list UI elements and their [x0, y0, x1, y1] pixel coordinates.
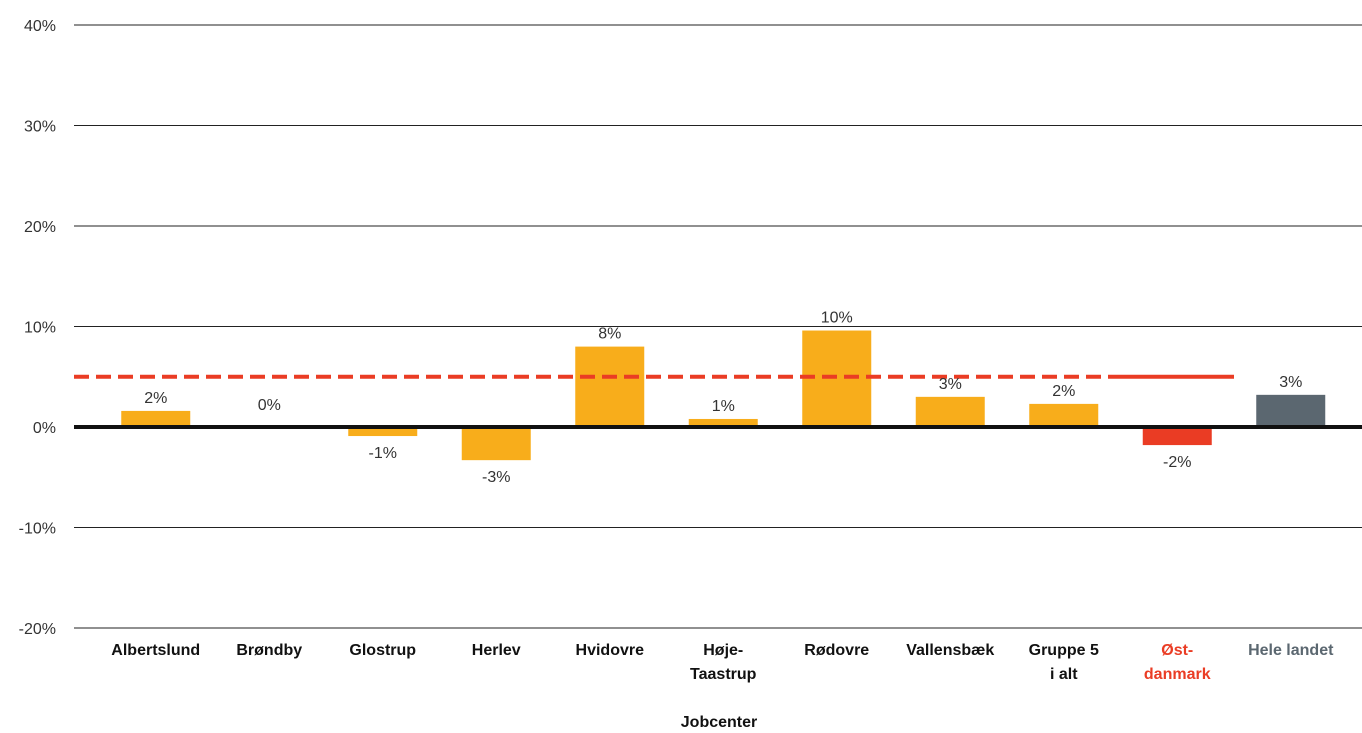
- x-category-label: Rødovre: [804, 642, 869, 659]
- data-label: 10%: [821, 310, 853, 327]
- x-category-label: Vallensbæk: [906, 642, 994, 659]
- x-category-label-line: Vallensbæk: [906, 642, 994, 659]
- x-category-label-line: Hvidovre: [576, 642, 645, 659]
- x-axis-category-labels: Albertslund Brøndby Glostrup Herlev Hvidovre…: [111, 642, 1334, 683]
- y-tick-label: -20%: [19, 621, 56, 638]
- x-category-label-line: Taastrup: [690, 666, 757, 683]
- data-label: 8%: [598, 326, 621, 343]
- data-label: 0%: [258, 397, 281, 414]
- bar: [1142, 427, 1212, 446]
- x-axis-title: Jobcenter: [681, 714, 757, 731]
- x-category-label-line: Gruppe 5: [1029, 642, 1099, 659]
- y-tick-label: 30%: [24, 119, 56, 136]
- data-label: -1%: [369, 445, 397, 462]
- bar: [688, 418, 758, 427]
- bar: [1029, 403, 1099, 427]
- x-category-label-line: Rødovre: [804, 642, 869, 659]
- x-category-label: Brøndby: [236, 642, 302, 659]
- y-tick-label: 10%: [24, 320, 56, 337]
- x-category-label: Gruppe 5 i alt: [1029, 642, 1099, 683]
- bar: [915, 396, 985, 427]
- bar: [1256, 394, 1326, 427]
- data-label: 1%: [712, 398, 735, 415]
- y-tick-label: -10%: [19, 521, 56, 538]
- bar: [575, 346, 645, 427]
- data-label: 3%: [1279, 374, 1302, 391]
- data-label: 3%: [939, 376, 962, 393]
- bar: [121, 410, 191, 427]
- data-label: 2%: [1052, 383, 1075, 400]
- data-label: 2%: [144, 390, 167, 407]
- x-category-label: Albertslund: [111, 642, 200, 659]
- x-category-label-line: Glostrup: [349, 642, 416, 659]
- x-category-label-line: Hele landet: [1248, 642, 1334, 659]
- x-category-label-line: i alt: [1050, 666, 1078, 683]
- y-tick-label: 0%: [33, 420, 56, 437]
- x-category-label-line: Herlev: [472, 642, 521, 659]
- x-category-label: Glostrup: [349, 642, 416, 659]
- bars: [121, 330, 1326, 461]
- y-tick-label: 40%: [24, 18, 56, 35]
- x-category-label-line: Albertslund: [111, 642, 200, 659]
- data-label: -2%: [1163, 454, 1191, 471]
- x-category-label-line: Høje-: [703, 642, 743, 659]
- x-category-label-line: danmark: [1144, 666, 1211, 683]
- x-category-label: Hvidovre: [576, 642, 645, 659]
- data-labels: 2% 0% -1% -3% 8% 1% 10% 3% 2% -2% 3%: [144, 310, 1302, 487]
- bar: [802, 330, 872, 427]
- x-category-label: Herlev: [472, 642, 521, 659]
- x-category-label: Hele landet: [1248, 642, 1334, 659]
- bar: [348, 427, 418, 437]
- y-axis-tick-labels: -20% -10% 0% 10% 20% 30% 40%: [19, 18, 56, 638]
- x-category-label: Øst-danmark: [1144, 642, 1211, 683]
- x-category-label-line: Brøndby: [236, 642, 302, 659]
- bar: [461, 427, 531, 461]
- x-category-label: Høje- Taastrup: [690, 642, 757, 683]
- y-tick-label: 20%: [24, 219, 56, 236]
- x-category-label-line: Øst-: [1161, 642, 1193, 659]
- gridlines: [74, 24, 1362, 629]
- data-label: -3%: [482, 469, 510, 486]
